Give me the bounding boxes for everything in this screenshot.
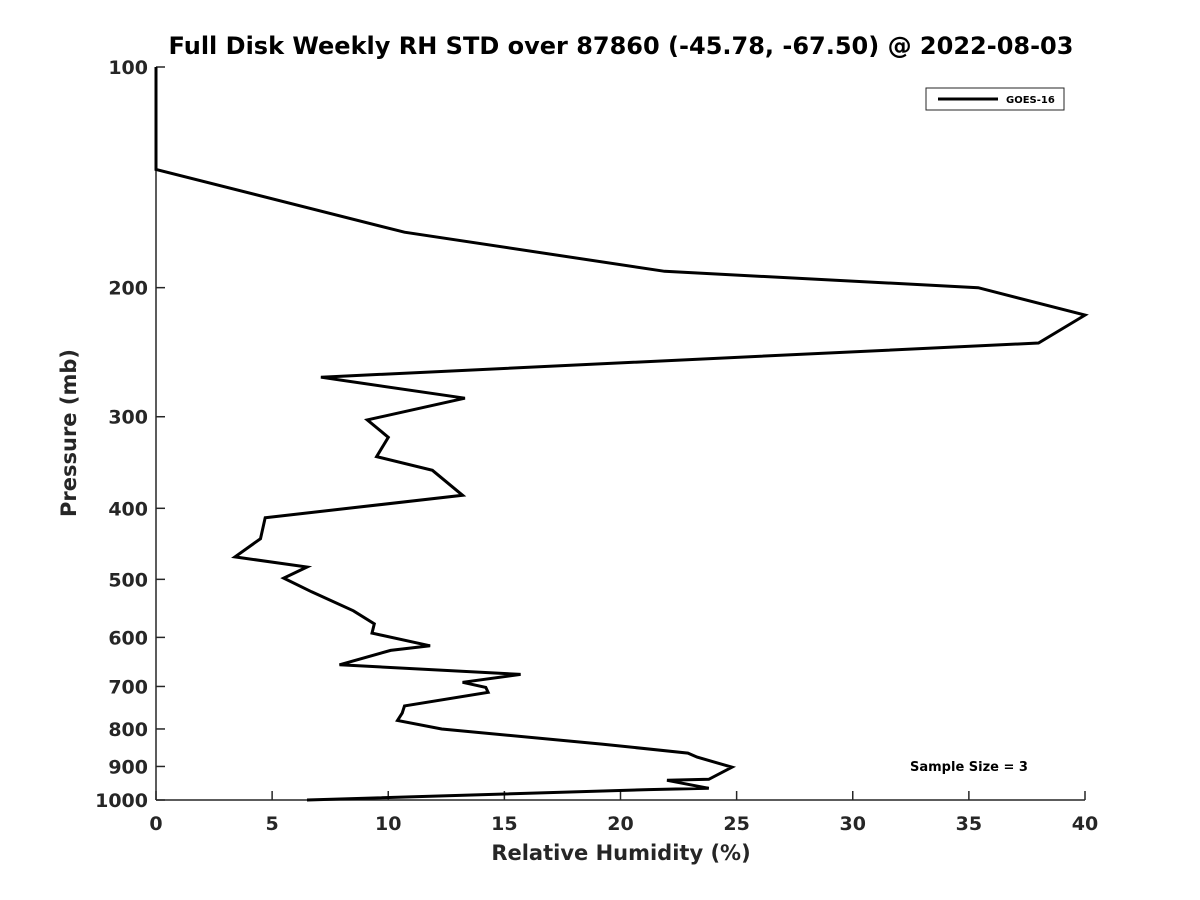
x-axis-label: Relative Humidity (%) — [491, 841, 750, 865]
legend-label-goes-16: GOES-16 — [1006, 95, 1055, 106]
y-tick-label: 100 — [108, 57, 148, 79]
y-tick-label: 600 — [108, 627, 148, 649]
x-tick-label: 15 — [491, 813, 517, 835]
y-tick-label: 400 — [108, 498, 148, 520]
x-tick-label: 5 — [266, 813, 279, 835]
y-tick-label: 1000 — [95, 790, 148, 812]
series-line-goes-16 — [154, 67, 1089, 802]
y-tick-label: 500 — [108, 569, 148, 591]
x-tick-label: 20 — [607, 813, 633, 835]
y-tick-label: 200 — [108, 278, 148, 300]
chart-title: Full Disk Weekly RH STD over 87860 (-45.… — [169, 32, 1074, 60]
x-tick-label: 35 — [956, 813, 982, 835]
legend: GOES-16 — [925, 87, 1065, 111]
x-tick-label: 25 — [723, 813, 749, 835]
y-tick-label: 700 — [108, 676, 148, 698]
sample-size-annotation: Sample Size = 3 — [910, 760, 1028, 775]
y-tick-label: 300 — [108, 407, 148, 429]
series-layer — [154, 67, 1089, 802]
x-tick-label: 40 — [1072, 813, 1098, 835]
y-tick-label: 800 — [108, 719, 148, 741]
x-tick-label: 0 — [149, 813, 162, 835]
y-axis: 100 200 300 400 500 600 700 800 900 1000 — [95, 57, 165, 812]
y-axis-label: Pressure (mb) — [57, 349, 81, 517]
x-tick-label: 30 — [840, 813, 866, 835]
plot-background — [156, 67, 1085, 800]
plot-area — [156, 67, 1085, 800]
x-tick-label: 10 — [375, 813, 401, 835]
y-tick-label: 900 — [108, 756, 148, 778]
